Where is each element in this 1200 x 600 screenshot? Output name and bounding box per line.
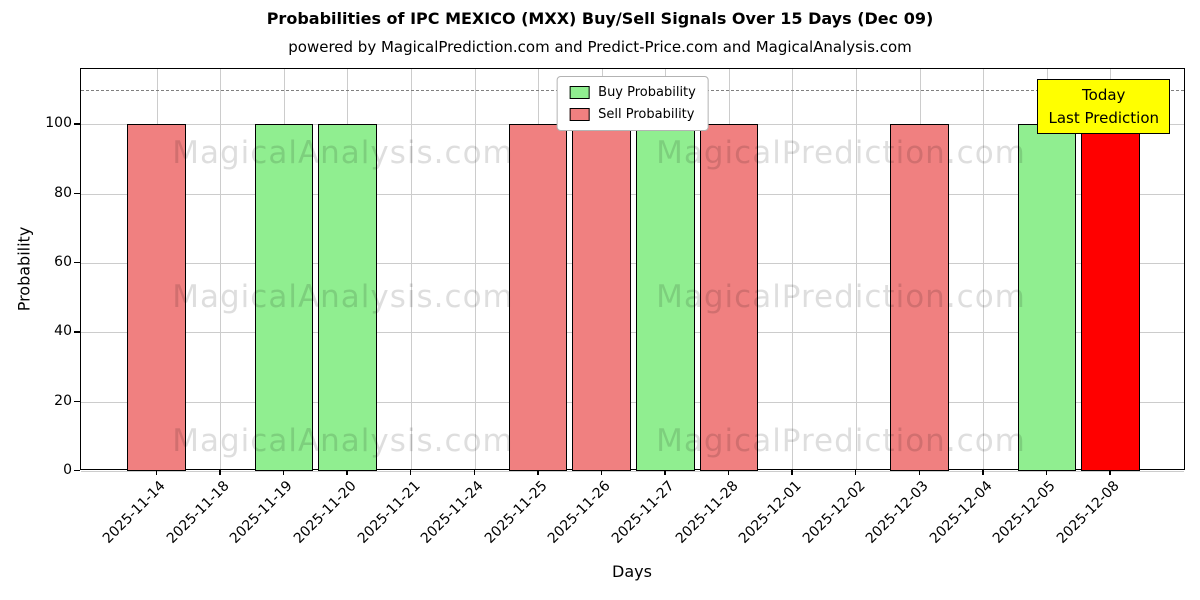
legend-label-sell: Sell Probability: [598, 107, 695, 122]
today-annotation: Today Last Prediction: [1037, 79, 1170, 134]
x-tick-label: 2025-11-20: [290, 478, 360, 547]
y-tick-mark: [74, 331, 80, 333]
x-tick-label: 2025-11-26: [545, 478, 615, 547]
legend: Buy Probability Sell Probability: [556, 76, 709, 131]
x-tick-label: 2025-11-27: [608, 478, 678, 547]
x-tick-mark: [1045, 470, 1048, 475]
y-tick-mark: [74, 123, 80, 125]
y-tick-label: 0: [63, 462, 72, 478]
y-tick-mark: [74, 400, 80, 403]
x-tick-label: 2025-11-28: [672, 478, 742, 547]
x-tick-label: 2025-11-14: [100, 478, 169, 547]
y-tick-label: 80: [54, 184, 72, 201]
x-tick-mark: [1109, 470, 1111, 475]
today-annotation-line2: Last Prediction: [1048, 108, 1159, 127]
bar-2025-11-25: [508, 124, 568, 471]
v-gridline: [410, 69, 412, 469]
v-gridline: [474, 69, 476, 469]
legend-item-sell: Sell Probability: [569, 107, 696, 122]
x-tick-mark: [409, 470, 412, 475]
v-gridline: [792, 69, 794, 469]
bar-2025-12-08: [1081, 124, 1140, 471]
bar-2025-11-26: [572, 124, 631, 471]
x-tick-label: 2025-11-19: [227, 478, 297, 547]
x-tick-mark: [918, 470, 920, 475]
v-gridline: [220, 69, 222, 469]
bar-2025-11-20: [318, 124, 377, 471]
x-tick-label: 2025-12-04: [926, 478, 996, 547]
x-tick-mark: [473, 470, 475, 475]
legend-item-buy: Buy Probability: [569, 85, 696, 100]
h-gridline: [81, 401, 1184, 403]
y-tick-label: 60: [54, 254, 72, 271]
x-tick-label: 2025-11-25: [481, 478, 551, 547]
x-tick-label: 2025-11-18: [163, 478, 233, 547]
bar-2025-11-19: [254, 124, 314, 471]
x-tick-label: 2025-11-24: [418, 478, 487, 547]
y-tick-mark: [74, 262, 80, 264]
x-tick-mark: [664, 470, 666, 475]
h-gridline: [81, 263, 1184, 265]
h-gridline: [81, 193, 1184, 195]
today-annotation-line1: Today: [1082, 86, 1126, 104]
bar-2025-12-03: [890, 124, 949, 471]
y-tick-mark: [74, 470, 80, 472]
x-tick-mark: [155, 470, 158, 475]
y-tick-label: 100: [45, 115, 72, 132]
x-tick-mark: [600, 470, 603, 475]
x-tick-label: 2025-12-08: [1053, 478, 1123, 547]
x-tick-label: 2025-11-21: [354, 478, 424, 547]
bar-2025-11-14: [127, 124, 186, 471]
x-tick-mark: [791, 470, 793, 475]
x-tick-mark: [282, 470, 285, 475]
x-tick-label: 2025-12-01: [735, 478, 805, 547]
sell-probability-swatch: [569, 108, 590, 121]
v-gridline: [856, 69, 858, 469]
y-tick-label: 40: [54, 323, 72, 340]
plot-area: Buy Probability Sell Probability Today L…: [80, 68, 1185, 472]
bar-2025-12-05: [1017, 124, 1076, 471]
x-tick-mark: [219, 470, 221, 475]
x-tick-mark: [727, 470, 730, 475]
y-tick-label: 20: [54, 392, 72, 409]
x-axis-label: Days: [612, 562, 652, 581]
x-tick-mark: [855, 470, 857, 475]
x-tick-label: 2025-12-05: [990, 478, 1060, 547]
x-tick-mark: [537, 470, 539, 475]
x-tick-label: 2025-12-03: [863, 478, 932, 547]
x-tick-mark: [346, 470, 348, 475]
v-gridline: [983, 69, 985, 469]
legend-label-buy: Buy Probability: [598, 85, 696, 100]
chart-title: Probabilities of IPC MEXICO (MXX) Buy/Se…: [266, 9, 934, 28]
bar-2025-11-28: [699, 124, 759, 471]
h-gridline: [81, 332, 1184, 334]
x-tick-label: 2025-12-02: [799, 478, 869, 547]
h-gridline: [81, 471, 1184, 472]
y-tick-mark: [74, 192, 80, 195]
bar-2025-11-27: [636, 124, 695, 471]
x-tick-mark: [982, 470, 984, 475]
buy-probability-swatch: [569, 86, 590, 99]
chart-subtitle: powered by MagicalPrediction.com and Pre…: [288, 38, 912, 56]
